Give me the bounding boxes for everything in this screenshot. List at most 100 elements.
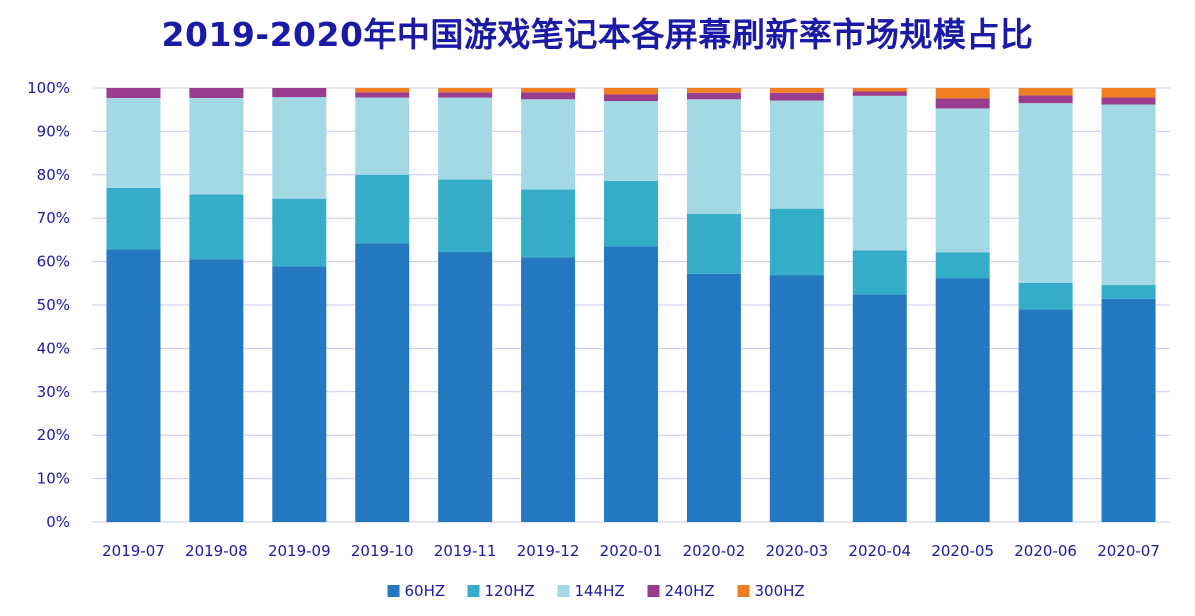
legend-swatch xyxy=(467,585,480,597)
bar-segment-60hz-2020-03 xyxy=(769,275,824,522)
y-tick-label: 100% xyxy=(27,79,70,97)
bar-segment-144hz-2019-10 xyxy=(355,97,410,175)
bar-segment-60hz-2019-09 xyxy=(272,266,327,522)
x-tick-label: 2019-09 xyxy=(268,542,331,560)
x-tick-label: 2020-06 xyxy=(1014,542,1077,560)
bar-segment-144hz-2020-02 xyxy=(686,99,741,214)
legend-label: 60HZ xyxy=(405,582,446,600)
bar-segment-300hz-2020-01 xyxy=(604,88,658,95)
bar-segment-240hz-2020-03 xyxy=(769,92,824,101)
bar-segment-60hz-2019-07 xyxy=(106,249,161,522)
bar-segment-300hz-2020-04 xyxy=(852,88,907,92)
bars xyxy=(106,88,1156,522)
bar-segment-120hz-2020-02 xyxy=(686,213,741,274)
bar-segment-120hz-2019-12 xyxy=(521,189,576,258)
bar-segment-240hz-2019-12 xyxy=(521,92,576,100)
bar-segment-144hz-2019-12 xyxy=(521,99,576,190)
x-tick-label: 2020-05 xyxy=(931,542,994,560)
bar-segment-240hz-2019-08 xyxy=(189,88,244,98)
legend-item-240hz: 240HZ xyxy=(647,582,715,600)
bar-stack-2020-04 xyxy=(852,88,907,522)
y-tick-label: 60% xyxy=(37,253,70,271)
x-tick-label: 2020-04 xyxy=(848,542,911,560)
bar-segment-240hz-2020-01 xyxy=(604,94,658,102)
bar-segment-60hz-2019-11 xyxy=(438,252,493,522)
bar-segment-144hz-2019-08 xyxy=(189,97,244,195)
legend-label: 300HZ xyxy=(755,582,805,600)
legend-swatch xyxy=(557,585,570,597)
bar-segment-144hz-2019-09 xyxy=(272,97,327,199)
y-tick-label: 20% xyxy=(37,426,70,444)
bar-segment-120hz-2019-07 xyxy=(106,187,161,250)
y-tick-label: 50% xyxy=(37,296,70,314)
bar-segment-300hz-2019-12 xyxy=(521,88,576,93)
legend-item-144hz: 144HZ xyxy=(557,582,625,600)
bar-segment-144hz-2020-06 xyxy=(1018,103,1073,283)
bar-segment-300hz-2020-07 xyxy=(1101,88,1156,98)
y-tick-label: 90% xyxy=(37,122,70,140)
x-tick-label: 2019-07 xyxy=(102,542,165,560)
bar-stack-2019-08 xyxy=(189,88,244,522)
bar-segment-120hz-2020-05 xyxy=(935,252,990,279)
legend-label: 120HZ xyxy=(485,582,535,600)
y-tick-label: 30% xyxy=(37,383,70,401)
y-tick-label: 0% xyxy=(46,513,70,531)
bar-segment-60hz-2020-04 xyxy=(852,294,907,522)
bar-stack-2020-06 xyxy=(1018,88,1073,522)
bar-stack-2020-03 xyxy=(769,88,824,522)
bar-segment-120hz-2019-08 xyxy=(189,194,244,260)
legend-item-60hz: 60HZ xyxy=(387,582,446,600)
bar-segment-144hz-2019-11 xyxy=(438,97,493,180)
bar-segment-120hz-2020-07 xyxy=(1101,285,1156,299)
bar-stack-2019-07 xyxy=(106,88,161,522)
legend-label: 144HZ xyxy=(575,582,625,600)
bar-segment-120hz-2020-01 xyxy=(604,180,658,247)
bar-segment-300hz-2020-03 xyxy=(769,88,824,93)
bar-segment-300hz-2019-10 xyxy=(355,88,410,93)
legend-item-300hz: 300HZ xyxy=(737,582,805,600)
bar-segment-120hz-2019-11 xyxy=(438,179,493,253)
bar-segment-300hz-2020-05 xyxy=(935,88,990,99)
bar-segment-240hz-2020-06 xyxy=(1018,95,1073,104)
x-tick-label: 2020-07 xyxy=(1097,542,1160,560)
bar-stack-2020-07 xyxy=(1101,88,1156,522)
bar-segment-240hz-2020-04 xyxy=(852,91,907,96)
bar-segment-120hz-2020-03 xyxy=(769,208,824,276)
bar-segment-240hz-2019-07 xyxy=(106,88,161,98)
bar-segment-60hz-2020-01 xyxy=(604,246,658,522)
bar-segment-240hz-2019-09 xyxy=(272,88,327,98)
bar-segment-60hz-2020-02 xyxy=(686,273,741,522)
bar-segment-240hz-2019-11 xyxy=(438,92,493,98)
bar-segment-120hz-2020-04 xyxy=(852,250,907,295)
bar-segment-144hz-2020-03 xyxy=(769,100,824,209)
bar-segment-60hz-2020-07 xyxy=(1101,298,1156,522)
x-axis: 2019-07 2019-08 2019-09 2019-10 2019-11 2019-… xyxy=(102,542,1160,560)
bar-segment-240hz-2019-10 xyxy=(355,92,410,98)
bar-segment-300hz-2019-11 xyxy=(438,88,493,93)
bar-segment-144hz-2020-05 xyxy=(935,108,990,253)
bar-segment-144hz-2020-01 xyxy=(604,101,658,181)
bar-segment-60hz-2019-08 xyxy=(189,259,244,522)
chart-title: 2019-2020年中国游戏笔记本各屏幕刷新率市场规模占比 xyxy=(161,15,1034,54)
legend-item-120hz: 120HZ xyxy=(467,582,535,600)
bar-stack-2019-10 xyxy=(355,88,410,522)
legend-swatch xyxy=(647,585,660,597)
bar-segment-240hz-2020-07 xyxy=(1101,97,1156,105)
y-tick-label: 10% xyxy=(37,470,70,488)
bar-segment-144hz-2020-07 xyxy=(1101,104,1156,286)
y-tick-label: 70% xyxy=(37,209,70,227)
y-axis: 0% 10% 20% 30% 40% 50% 60% 70% 80% 90% 100% xyxy=(27,79,70,531)
bar-segment-120hz-2020-06 xyxy=(1018,282,1073,310)
bar-segment-300hz-2020-06 xyxy=(1018,88,1073,96)
bar-segment-300hz-2020-02 xyxy=(686,88,741,93)
legend-swatch xyxy=(387,585,400,597)
bar-stack-2019-12 xyxy=(521,88,576,522)
x-tick-label: 2020-01 xyxy=(600,542,663,560)
bar-segment-60hz-2020-05 xyxy=(935,278,990,522)
bar-segment-120hz-2019-09 xyxy=(272,198,327,267)
legend-label: 240HZ xyxy=(665,582,715,600)
bar-segment-120hz-2019-10 xyxy=(355,174,410,244)
bar-segment-60hz-2020-06 xyxy=(1018,309,1073,522)
x-tick-label: 2020-02 xyxy=(683,542,746,560)
